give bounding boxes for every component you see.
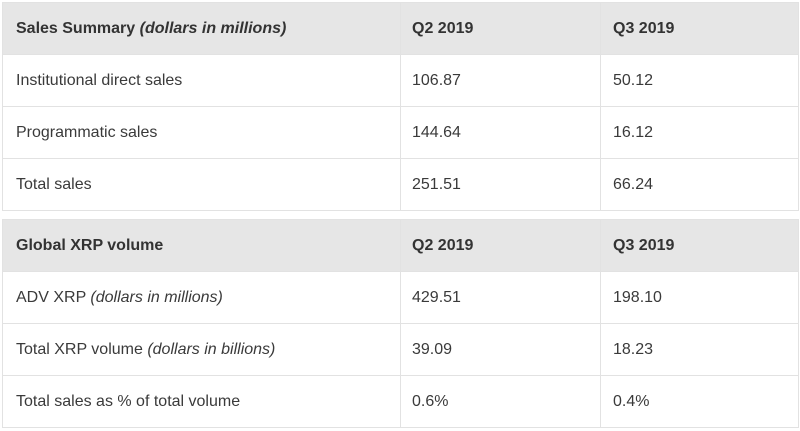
q3-value: 66.24 — [600, 158, 799, 211]
q2-value: 0.6% — [400, 375, 601, 428]
column-header-q2: Q2 2019 — [400, 2, 601, 55]
sales-summary-title-cell: Sales Summary (dollars in millions) — [2, 2, 401, 55]
sales-summary-unit-note: (dollars in millions) — [139, 19, 287, 37]
row-label: Institutional direct sales — [2, 54, 401, 107]
column-header-q2: Q2 2019 — [400, 219, 601, 272]
xrp-volume-title: Global XRP volume — [2, 219, 401, 272]
column-header-q3: Q3 2019 — [600, 219, 799, 272]
table-row: Total XRP volume (dollars in billions) 3… — [2, 323, 799, 376]
q2-value: 39.09 — [400, 323, 601, 376]
table-row: ADV XRP (dollars in millions) 429.51 198… — [2, 271, 799, 324]
table-row: Total sales 251.51 66.24 — [2, 158, 799, 211]
q3-value: 18.23 — [600, 323, 799, 376]
table-header-row: Global XRP volume Q2 2019 Q3 2019 — [2, 219, 799, 272]
table-header-row: Sales Summary (dollars in millions) Q2 2… — [2, 2, 799, 55]
row-label: Total XRP volume — [16, 340, 143, 358]
row-label: ADV XRP — [16, 288, 86, 306]
row-label: Total sales — [2, 158, 401, 211]
q2-value: 429.51 — [400, 271, 601, 324]
table-row: Programmatic sales 144.64 16.12 — [2, 106, 799, 159]
q3-value: 198.10 — [600, 271, 799, 324]
row-label: Total sales as % of total volume — [2, 375, 401, 428]
table-row: Institutional direct sales 106.87 50.12 — [2, 54, 799, 107]
row-unit-note: (dollars in billions) — [147, 340, 276, 358]
row-label-cell: Total XRP volume (dollars in billions) — [2, 323, 401, 376]
q2-value: 144.64 — [400, 106, 601, 159]
table-row: Total sales as % of total volume 0.6% 0.… — [2, 375, 799, 428]
q2-value: 251.51 — [400, 158, 601, 211]
row-label-cell: ADV XRP (dollars in millions) — [2, 271, 401, 324]
sales-summary-title: Sales Summary — [16, 19, 136, 37]
column-header-q3: Q3 2019 — [600, 2, 799, 55]
sales-summary-table: Sales Summary (dollars in millions) Q2 2… — [2, 2, 799, 211]
xrp-volume-table: Global XRP volume Q2 2019 Q3 2019 ADV XR… — [2, 219, 799, 428]
q3-value: 0.4% — [600, 375, 799, 428]
row-unit-note: (dollars in millions) — [90, 288, 223, 306]
q3-value: 16.12 — [600, 106, 799, 159]
row-label: Programmatic sales — [2, 106, 401, 159]
q3-value: 50.12 — [600, 54, 799, 107]
q2-value: 106.87 — [400, 54, 601, 107]
